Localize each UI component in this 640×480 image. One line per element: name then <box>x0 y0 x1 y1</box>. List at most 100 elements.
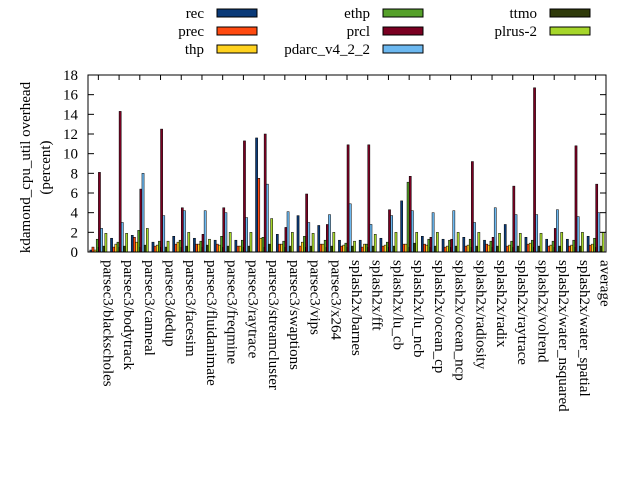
bar-pdarc_v4_2_2-13 <box>369 224 373 253</box>
bar-plrus-2-6 <box>228 232 232 253</box>
y-tick-label: 4 <box>71 206 79 222</box>
bar-rec-18 <box>462 237 466 253</box>
bar-ethp-15 <box>406 181 410 253</box>
bar-thp-10 <box>301 241 304 253</box>
bar-ttmo-19 <box>496 245 499 253</box>
bar-pdarc_v4_2_2-24 <box>597 212 601 253</box>
y-tick-label: 12 <box>63 127 78 143</box>
bar-prec-0 <box>91 246 95 253</box>
bar-thp-2 <box>135 241 138 253</box>
x-tick-label: parsec3/blackscholes <box>99 260 115 387</box>
bar-prec-1 <box>112 246 116 253</box>
bar-thp-3 <box>155 244 159 253</box>
bar-plrus-2-4 <box>187 232 191 253</box>
bar-ttmo-0 <box>102 245 106 253</box>
bar-thp-16 <box>425 244 428 253</box>
bar-thp-12 <box>342 244 346 253</box>
bar-pdarc_v4_2_2-12 <box>348 203 352 253</box>
bar-pdarc_v4_2_2-2 <box>141 173 145 253</box>
bar-pdarc_v4_2_2-11 <box>328 214 331 253</box>
bar-pdarc_v4_2_2-8 <box>266 183 269 253</box>
x-tick-label: parsec3/x264 <box>327 260 343 340</box>
bar-thp-23 <box>570 244 574 253</box>
bar-rec-14 <box>379 237 383 253</box>
bar-prec-24 <box>588 244 592 253</box>
bar-prec-10 <box>298 245 302 253</box>
bar-ttmo-12 <box>351 245 354 253</box>
bar-prcl-10 <box>305 193 308 253</box>
bar-pdarc_v4_2_2-10 <box>307 222 311 253</box>
bar-thp-8 <box>259 237 263 253</box>
y-tick-label: 10 <box>63 147 78 163</box>
x-tick-label: parsec3/streamcluster <box>265 260 281 390</box>
bar-plrus-2-11 <box>332 232 336 253</box>
bar-prec-8 <box>257 178 261 253</box>
bar-prec-11 <box>319 243 323 253</box>
legend-label-prcl: prcl <box>347 24 370 40</box>
x-tick-label: parsec3/bodytrack <box>120 260 136 370</box>
legend-label-prec: prec <box>178 24 204 40</box>
bar-prcl-23 <box>574 145 578 253</box>
bar-prcl-3 <box>160 128 163 253</box>
bar-rec-20 <box>503 224 507 253</box>
bar-plrus-2-2 <box>146 228 149 253</box>
x-tick-label: splash2x/volrend <box>534 260 550 363</box>
bar-thp-18 <box>466 244 470 253</box>
x-tick-label: splash2x/raytrace <box>514 260 530 365</box>
x-tick-label: splash2x/radix <box>493 260 509 348</box>
bar-rec-19 <box>483 239 486 253</box>
bar-prcl-21 <box>533 87 536 253</box>
bar-pdarc_v4_2_2-5 <box>203 210 207 253</box>
bar-prcl-15 <box>408 176 412 253</box>
bar-ttmo-11 <box>330 245 333 253</box>
bar-thp-14 <box>383 244 387 253</box>
x-tick-label: average <box>597 260 613 307</box>
bar-plrus-2-22 <box>560 232 564 253</box>
bar-prec-5 <box>195 243 198 253</box>
bar-rec-4 <box>172 236 176 253</box>
bar-pdarc_v4_2_2-20 <box>514 214 518 253</box>
bar-prec-7 <box>236 245 240 253</box>
bar-plrus-2-5 <box>208 238 211 253</box>
bar-rec-11 <box>317 225 321 253</box>
bar-prec-16 <box>423 243 426 253</box>
bar-ttmo-8 <box>268 243 271 253</box>
chart-axes: 0 2 4 6 8 10 12 14 16 18 parsec3/blackscholes parse… <box>63 68 613 412</box>
bar-prec-12 <box>340 245 343 253</box>
bar-ttmo-14 <box>392 245 396 253</box>
legend-swatch-ttmo <box>549 8 591 18</box>
bar-rec-16 <box>421 236 424 253</box>
bar-rec-24 <box>586 236 590 253</box>
bar-thp-5 <box>197 243 201 253</box>
bar-prec-3 <box>153 245 157 253</box>
bar-plrus-2-1 <box>125 233 128 253</box>
bar-plrus-2-10 <box>311 233 315 253</box>
bar-ttmo-2 <box>143 244 147 253</box>
bar-prcl-1 <box>118 111 122 253</box>
x-tick-label: parsec3/raytrace <box>244 260 260 359</box>
legend-swatch-pdarc_v4_2_2 <box>382 44 424 54</box>
legend-swatch-rec <box>216 8 258 18</box>
bar-thp-9 <box>280 243 283 253</box>
bar-ttmo-13 <box>371 245 375 253</box>
bar-ttmo-1 <box>123 245 126 253</box>
chart-legend: rec prec thp ethp prcl pdarc_v4_2_2 ttmo plrus-… <box>178 6 591 58</box>
bar-plrus-2-19 <box>498 233 501 253</box>
bar-pdarc_v4_2_2-14 <box>390 215 393 253</box>
x-tick-label: parsec3/fluidanimate <box>203 260 219 386</box>
bar-plrus-2-3 <box>166 240 170 253</box>
x-tick-label: parsec3/dedup <box>162 260 178 347</box>
y-axis-label-line: (percent) <box>38 140 54 194</box>
bar-thp-15 <box>404 243 408 253</box>
bar-prcl-12 <box>346 144 350 253</box>
bar-prcl-0 <box>98 172 101 253</box>
bar-plrus-2-18 <box>477 232 481 253</box>
bar-prec-23 <box>568 245 571 253</box>
bar-groups <box>89 87 605 253</box>
bar-rec-6 <box>213 239 217 253</box>
bar-prec-15 <box>402 243 406 253</box>
x-tick-label: parsec3/facesim <box>182 260 198 357</box>
bar-rec-22 <box>545 238 548 253</box>
legend-label-thp: thp <box>185 42 204 58</box>
